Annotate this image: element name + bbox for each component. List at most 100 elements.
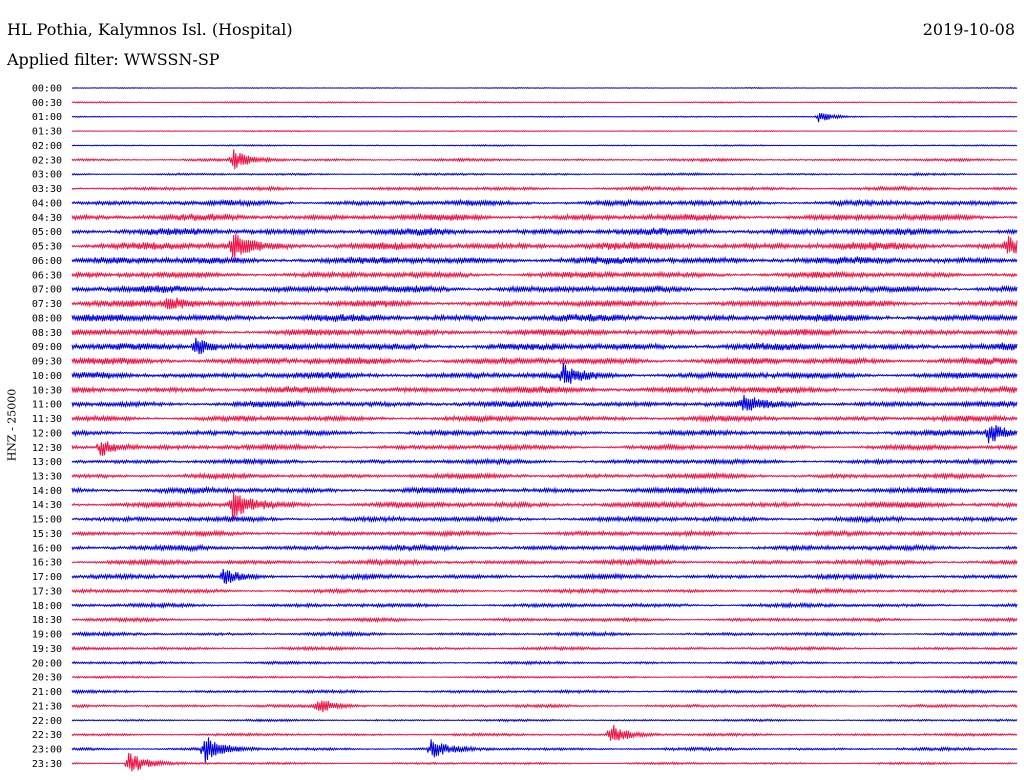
trace-row xyxy=(71,718,1018,723)
trace-row xyxy=(71,660,1018,666)
trace-row xyxy=(71,413,1018,424)
row-time-label: 22:30 xyxy=(32,730,62,741)
row-time-label: 12:00 xyxy=(32,428,62,439)
row-time-label: 02:30 xyxy=(32,155,62,166)
row-time-label: 22:00 xyxy=(32,716,62,727)
row-time-label: 17:00 xyxy=(32,572,62,583)
trace-row xyxy=(71,362,1018,384)
row-time-label: 14:00 xyxy=(32,486,62,497)
row-time-label: 01:30 xyxy=(32,127,62,138)
row-time-label: 02:00 xyxy=(32,141,62,152)
trace-row xyxy=(71,616,1018,624)
trace-row xyxy=(71,337,1018,355)
trace-row xyxy=(71,255,1018,266)
trace-row xyxy=(71,529,1018,538)
trace-row xyxy=(71,284,1018,294)
row-time-label: 14:30 xyxy=(32,500,62,511)
row-time-label: 16:30 xyxy=(32,558,62,569)
trace-row xyxy=(71,100,1018,104)
trace-row xyxy=(71,227,1018,237)
row-time-label: 12:30 xyxy=(32,443,62,454)
trace-row xyxy=(71,557,1018,567)
row-time-label: 21:30 xyxy=(32,701,62,712)
row-time-label: 09:00 xyxy=(32,342,62,353)
trace-row xyxy=(71,149,1018,170)
row-time-label: 11:30 xyxy=(32,414,62,425)
row-time-label: 00:00 xyxy=(32,84,62,95)
trace-row xyxy=(71,394,1018,411)
trace-row xyxy=(71,424,1018,444)
trace-row xyxy=(71,587,1018,595)
trace-row xyxy=(71,724,1018,741)
row-time-label: 09:30 xyxy=(32,357,62,368)
row-time-label: 08:30 xyxy=(32,328,62,339)
row-time-label: 20:00 xyxy=(32,658,62,669)
row-time-label: 23:30 xyxy=(32,759,62,770)
trace-row xyxy=(71,491,1018,520)
trace-row xyxy=(71,313,1018,323)
trace-row xyxy=(71,185,1018,193)
row-time-label: 06:30 xyxy=(32,270,62,281)
row-time-label: 06:00 xyxy=(32,256,62,267)
row-time-label: 00:30 xyxy=(32,98,62,109)
record-date: 2019-10-08 xyxy=(922,20,1015,39)
row-time-label: 08:00 xyxy=(32,313,62,324)
trace-row xyxy=(71,441,1018,457)
trace-row xyxy=(71,601,1018,610)
row-time-label: 23:00 xyxy=(32,745,62,756)
trace-row xyxy=(71,543,1018,553)
trace-row xyxy=(71,700,1018,713)
row-time-label: 11:00 xyxy=(32,400,62,411)
row-time-label: 20:30 xyxy=(32,673,62,684)
row-time-label: 05:00 xyxy=(32,227,62,238)
row-time-label: 15:00 xyxy=(32,515,62,526)
row-time-label: 16:00 xyxy=(32,543,62,554)
trace-row xyxy=(71,198,1018,208)
row-time-label: 13:30 xyxy=(32,471,62,482)
filter-label: Applied filter: WWSSN-SP xyxy=(7,50,220,69)
trace-row xyxy=(71,630,1018,638)
trace-row xyxy=(71,457,1018,467)
trace-row xyxy=(71,356,1018,366)
trace-row xyxy=(71,568,1018,585)
row-time-label: 17:30 xyxy=(32,586,62,597)
trace-row xyxy=(71,143,1018,147)
row-time-label: 03:30 xyxy=(32,184,62,195)
row-time-label: 01:00 xyxy=(32,112,62,123)
trace-row xyxy=(71,688,1018,695)
row-time-label: 13:00 xyxy=(32,457,62,468)
row-time-label: 18:30 xyxy=(32,615,62,626)
trace-row xyxy=(71,270,1018,280)
trace-row xyxy=(71,514,1018,525)
trace-row xyxy=(71,752,1018,772)
row-time-label: 10:30 xyxy=(32,385,62,396)
trace-row xyxy=(71,675,1018,680)
row-time-label: 10:00 xyxy=(32,371,62,382)
station-title: HL Pothia, Kalymnos Isl. (Hospital) xyxy=(7,20,293,39)
row-time-label: 19:00 xyxy=(32,630,62,641)
row-time-label: 07:30 xyxy=(32,299,62,310)
trace-row xyxy=(71,171,1018,177)
trace-row xyxy=(71,737,1018,763)
trace-row xyxy=(71,297,1018,310)
trace-row xyxy=(71,86,1018,90)
trace-row xyxy=(71,471,1018,481)
row-time-label: 05:30 xyxy=(32,242,62,253)
row-time-label: 04:00 xyxy=(32,198,62,209)
trace-row xyxy=(71,645,1018,652)
trace-row xyxy=(71,113,1018,123)
row-time-label: 15:30 xyxy=(32,529,62,540)
row-time-label: 07:00 xyxy=(32,285,62,296)
trace-row xyxy=(71,233,1018,259)
row-time-label: 03:00 xyxy=(32,170,62,181)
trace-row xyxy=(71,485,1018,495)
row-time-label: 18:00 xyxy=(32,601,62,612)
trace-row xyxy=(71,327,1018,337)
row-time-label: 04:30 xyxy=(32,213,62,224)
trace-row xyxy=(71,129,1018,133)
trace-row xyxy=(71,212,1018,222)
trace-row xyxy=(71,385,1018,395)
row-time-label: 21:00 xyxy=(32,687,62,698)
row-time-label: 19:30 xyxy=(32,644,62,655)
